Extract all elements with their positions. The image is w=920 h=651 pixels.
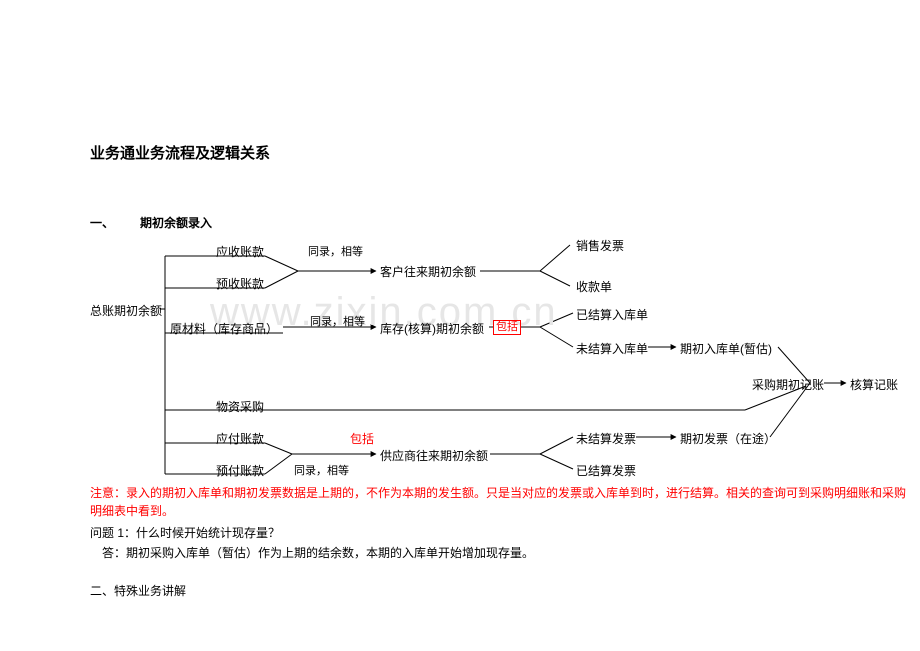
node-yingfuzhangkuan: 应付账款 [216,430,264,447]
anno-baokuo-1-box: 包括 [493,320,521,335]
node-qichufapiao: 期初发票（在途） [680,430,776,447]
node-wuzicaigou: 物资采购 [216,398,264,415]
node-caigouqichu: 采购期初记账 [752,376,824,393]
anno-tonglu-3: 同录，相等 [294,462,349,478]
page-title: 业务通业务流程及逻辑关系 [90,142,270,163]
anno-tonglu-2: 同录，相等 [310,313,365,329]
anno-baokuo-2: 包括 [350,430,374,447]
section1-number: 一、 [90,214,114,231]
node-yingshouzhangkuan: 应收账款 [216,243,264,260]
note-red: 注意：录入的期初入库单和期初发票数据是上期的，不作为本期的发生额。只是当对应的发… [90,484,910,520]
node-yufuzhangkuan: 预付账款 [216,462,264,479]
node-weijiesuanfp: 未结算发票 [576,430,636,447]
node-kucunhesuan: 库存(核算)期初余额 [380,320,484,337]
node-qichurkd: 期初入库单(暂估) [680,340,772,357]
node-gongyingshang: 供应商往来期初余额 [380,447,488,464]
node-root: 总账期初余额 [90,302,162,319]
node-yushouzhangkuan: 预收账款 [216,275,264,292]
node-xiaoshoufapiao: 销售发票 [576,237,624,254]
node-yijiesuanfp: 已结算发票 [576,462,636,479]
anno-tonglu-1: 同录，相等 [308,243,363,259]
node-kehuwanglai: 客户往来期初余额 [380,263,476,280]
node-yijiesuanrkd: 已结算入库单 [576,306,648,323]
node-hesuanjizhang: 核算记账 [850,376,898,393]
page: www.zixin.com.cn 业务通业务流程及逻辑关系 一、 期初余额录入 … [0,0,920,651]
question-1: 问题 1：什么时候开始统计现存量？ [90,524,280,542]
node-shoukuandan: 收款单 [576,278,612,295]
node-yuancailiao: 原材料（库存商品） [170,320,278,337]
node-weijiesuanrkd: 未结算入库单 [576,340,648,357]
answer-1: 答：期初采购入库单（暂估）作为上期的结余数，本期的入库单开始增加现存量。 [90,544,534,562]
section1-title: 期初余额录入 [140,214,212,231]
section2-title: 二、特殊业务讲解 [90,582,186,600]
